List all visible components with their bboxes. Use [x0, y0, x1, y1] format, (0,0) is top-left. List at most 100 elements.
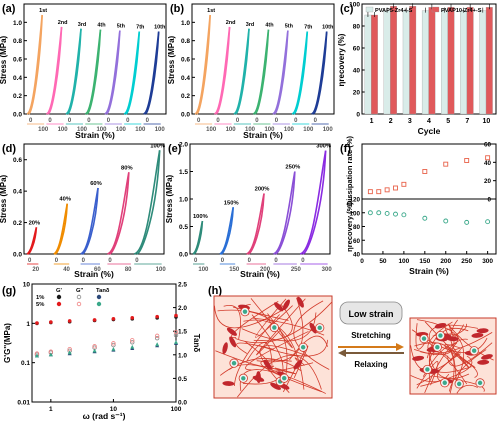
xtick-zero: 0 — [108, 258, 112, 264]
polymer-chain — [223, 304, 241, 340]
bar-PVAP10-Zr4+-S-5 — [447, 7, 455, 115]
panel-d: (d) 0.00.20.40.6 20%02040%04060%06080%08… — [0, 143, 166, 279]
crystalline-domain — [446, 336, 459, 342]
curve-load-80% — [106, 172, 130, 255]
legend-marker — [96, 301, 102, 307]
xtick-label: 250 — [461, 258, 472, 265]
crystalline-domain — [476, 328, 489, 334]
xtick-max: 100 — [96, 127, 107, 133]
ytick-label: 10 — [23, 282, 31, 289]
xtick-zero: 0 — [255, 118, 259, 124]
panel-b-ylabel: Stress (MPa) — [167, 35, 176, 84]
zr-ion — [442, 380, 447, 385]
zr-ion — [300, 345, 306, 350]
xtick-label: 3 — [408, 118, 412, 125]
polymer-chain — [241, 312, 317, 342]
ytick-label: 0.6 — [13, 157, 22, 164]
ytick-label: 0.01 — [17, 400, 30, 407]
ytick-label: 0.0 — [13, 112, 22, 119]
legend-swatch — [431, 6, 440, 13]
xtick-zero: 0 — [87, 118, 91, 124]
point-G' 5% — [130, 316, 135, 320]
crystalline-domain — [252, 375, 265, 382]
recovery-point — [485, 219, 491, 225]
ytick-label: 0.6 — [181, 57, 190, 64]
xtick-max: 100 — [156, 267, 167, 273]
panel-a-tag: (a) — [2, 3, 16, 15]
curve-load-1st — [26, 14, 43, 115]
xtick-label: 300 — [482, 258, 493, 265]
strain-label: 300% — [316, 144, 331, 150]
cycle-label: 3rd — [78, 22, 87, 28]
xtick-label: 7 — [465, 118, 469, 125]
zr-ion — [242, 309, 248, 314]
xtick-max: 60 — [94, 267, 101, 273]
legend-label: PVAP10-Zr4+-S — [441, 8, 482, 14]
low-strain-badge — [339, 301, 403, 325]
cycle-label: 2nd — [58, 20, 68, 26]
cycle-label: 10th — [154, 25, 166, 31]
curve-unload-10th — [144, 31, 160, 115]
crystalline-domain — [293, 359, 303, 370]
panel-e-tag: (e) — [168, 143, 182, 155]
legend-row-label: 5% — [36, 302, 44, 308]
point-G' 5% — [111, 317, 116, 321]
point-Tanδ 5% — [155, 342, 160, 347]
crystalline-domain — [222, 342, 228, 354]
ytick-label: 0.5 — [179, 224, 188, 231]
xtick-zero: 0 — [68, 118, 72, 124]
curve-load-3rd — [233, 28, 250, 115]
point-G'' 5% — [92, 344, 97, 349]
ytick-label: 60 — [484, 142, 492, 149]
recovery-point — [401, 212, 407, 218]
zr-ion — [421, 336, 427, 341]
bar-PVAP5-Zr4+-S-2 — [383, 10, 391, 115]
ytick-label: 0.6 — [13, 57, 22, 64]
bar-PVAP5-Zr4+-S-3 — [402, 10, 410, 115]
zr-ion — [241, 376, 246, 381]
crystalline-domain — [297, 296, 304, 308]
curve-load-300% — [299, 150, 327, 255]
cycle-label: 10th — [322, 25, 334, 31]
relaxing-label: Relaxing — [354, 360, 387, 369]
network-relaxed-illustration — [213, 295, 333, 399]
cycle-label: 4th — [97, 23, 106, 29]
ytick-label: 0 — [487, 197, 491, 204]
bar-PVAP5-Zr4+-S-7 — [460, 10, 468, 115]
xtick-zero: 0 — [314, 118, 318, 124]
xtick-max: 40 — [63, 267, 70, 273]
crystalline-domain — [226, 327, 237, 336]
panel-h-tag: (h) — [208, 285, 222, 297]
curve-load-100% — [133, 150, 161, 255]
panel-c-ylabel: ηrecovery (%) — [337, 33, 346, 86]
polymer-chain — [456, 384, 478, 394]
ytick-label: 1.0 — [13, 20, 22, 27]
ytick-label: 0.4 — [13, 189, 22, 196]
xtick-zero: 0 — [48, 118, 52, 124]
legend-marker — [76, 301, 82, 307]
recovery-point — [384, 210, 390, 216]
point-Tanδ 5% — [111, 346, 116, 351]
xtick-max: 100 — [38, 127, 49, 133]
point-G'' 5% — [130, 338, 135, 343]
zr-ion — [272, 325, 277, 330]
xtick-zero: 0 — [294, 118, 298, 124]
xtick-label: 5 — [446, 118, 450, 125]
point-Tanδ 5% — [67, 350, 72, 355]
curve-unload-80% — [109, 172, 130, 255]
point-G' 5% — [49, 320, 53, 324]
xtick-max: 100 — [323, 127, 334, 133]
panel-a-xlabel: Strain (%) — [75, 130, 115, 140]
curve-unload-100% — [136, 150, 161, 255]
legend-label: PVAP5-Zr4+-S — [375, 8, 413, 14]
point-G' 5% — [35, 321, 39, 325]
ytick-label: 0.2 — [13, 93, 22, 100]
legend-column-label: G'' — [76, 288, 84, 294]
curve-load-2nd — [213, 26, 231, 115]
polymer-chain — [234, 314, 280, 386]
ytick-label: 0.2 — [13, 220, 22, 227]
polymer-chain — [452, 351, 478, 378]
point-Tanδ 5% — [174, 340, 178, 344]
panel-g: (g) 0.01 0.1 1 10 0.0 0.5 1.0 1.5 2.0 2.5 1 10 100 G… — [2, 282, 201, 422]
